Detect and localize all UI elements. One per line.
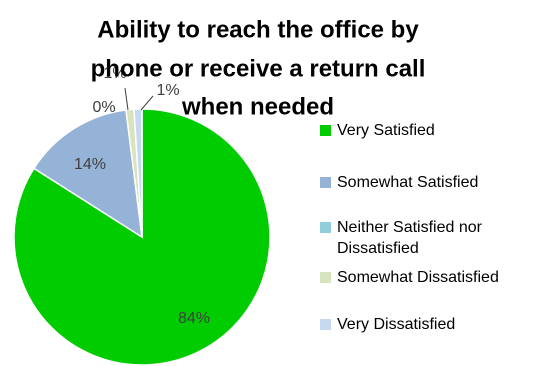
legend-item-very-dissatisfied: Very Dissatisfied: [320, 316, 455, 333]
pie-slices: [13, 108, 271, 366]
legend-item-very-satisfied: Very Satisfied: [320, 122, 435, 139]
legend-item-somewhat-satisfied: Somewhat Satisfied: [320, 174, 478, 191]
legend-swatch-very-satisfied: [320, 125, 331, 136]
data-label-very-satisfied: 84%: [178, 310, 210, 327]
legend-label-very-satisfied: Very Satisfied: [337, 122, 435, 139]
data-label-very-dissatisfied: 1%: [156, 82, 179, 99]
legend-item-somewhat-dissatisfied: Somewhat Dissatisfied: [320, 269, 499, 286]
legend-label-somewhat-satisfied: Somewhat Satisfied: [337, 174, 478, 191]
legend-swatch-very-dissatisfied: [320, 319, 331, 330]
legend: Very Satisfied Somewhat Satisfied Neither …: [320, 122, 499, 333]
legend-swatch-somewhat-dissatisfied: [320, 272, 331, 283]
chart-title-line-2: phone or receive a return call: [91, 55, 426, 82]
leader-line-very-dissatisfied: [140, 95, 154, 111]
leader-line-somewhat-dissatisfied: [124, 87, 129, 111]
chart-title: Ability to reach the office by phone or r…: [91, 16, 426, 120]
data-label-somewhat-dissatisfied: 1%: [103, 65, 126, 82]
legend-label-very-dissatisfied: Very Dissatisfied: [337, 316, 455, 333]
leader-lines: [124, 87, 154, 111]
chart-title-line-3: when needed: [181, 93, 334, 120]
data-labels: 84% 14% 0% 1% 1%: [74, 65, 210, 327]
legend-swatch-somewhat-satisfied: [320, 177, 331, 188]
legend-label-neither-satisfied-nor-dissatisfied-line-2: Dissatisfied: [337, 240, 419, 257]
legend-label-somewhat-dissatisfied: Somewhat Dissatisfied: [337, 269, 499, 286]
legend-swatch-neither-satisfied-nor-dissatisfied: [320, 222, 331, 233]
data-label-somewhat-satisfied: 14%: [74, 156, 106, 173]
chart-title-line-1: Ability to reach the office by: [97, 16, 419, 43]
legend-label-neither-satisfied-nor-dissatisfied-line-1: Neither Satisfied nor: [337, 219, 483, 236]
legend-item-neither-satisfied-nor-dissatisfied: Neither Satisfied nor Dissatisfied: [320, 219, 483, 257]
data-label-neither-satisfied-nor-dissatisfied: 0%: [92, 99, 115, 116]
slice-somewhat-satisfied: [32, 109, 143, 239]
